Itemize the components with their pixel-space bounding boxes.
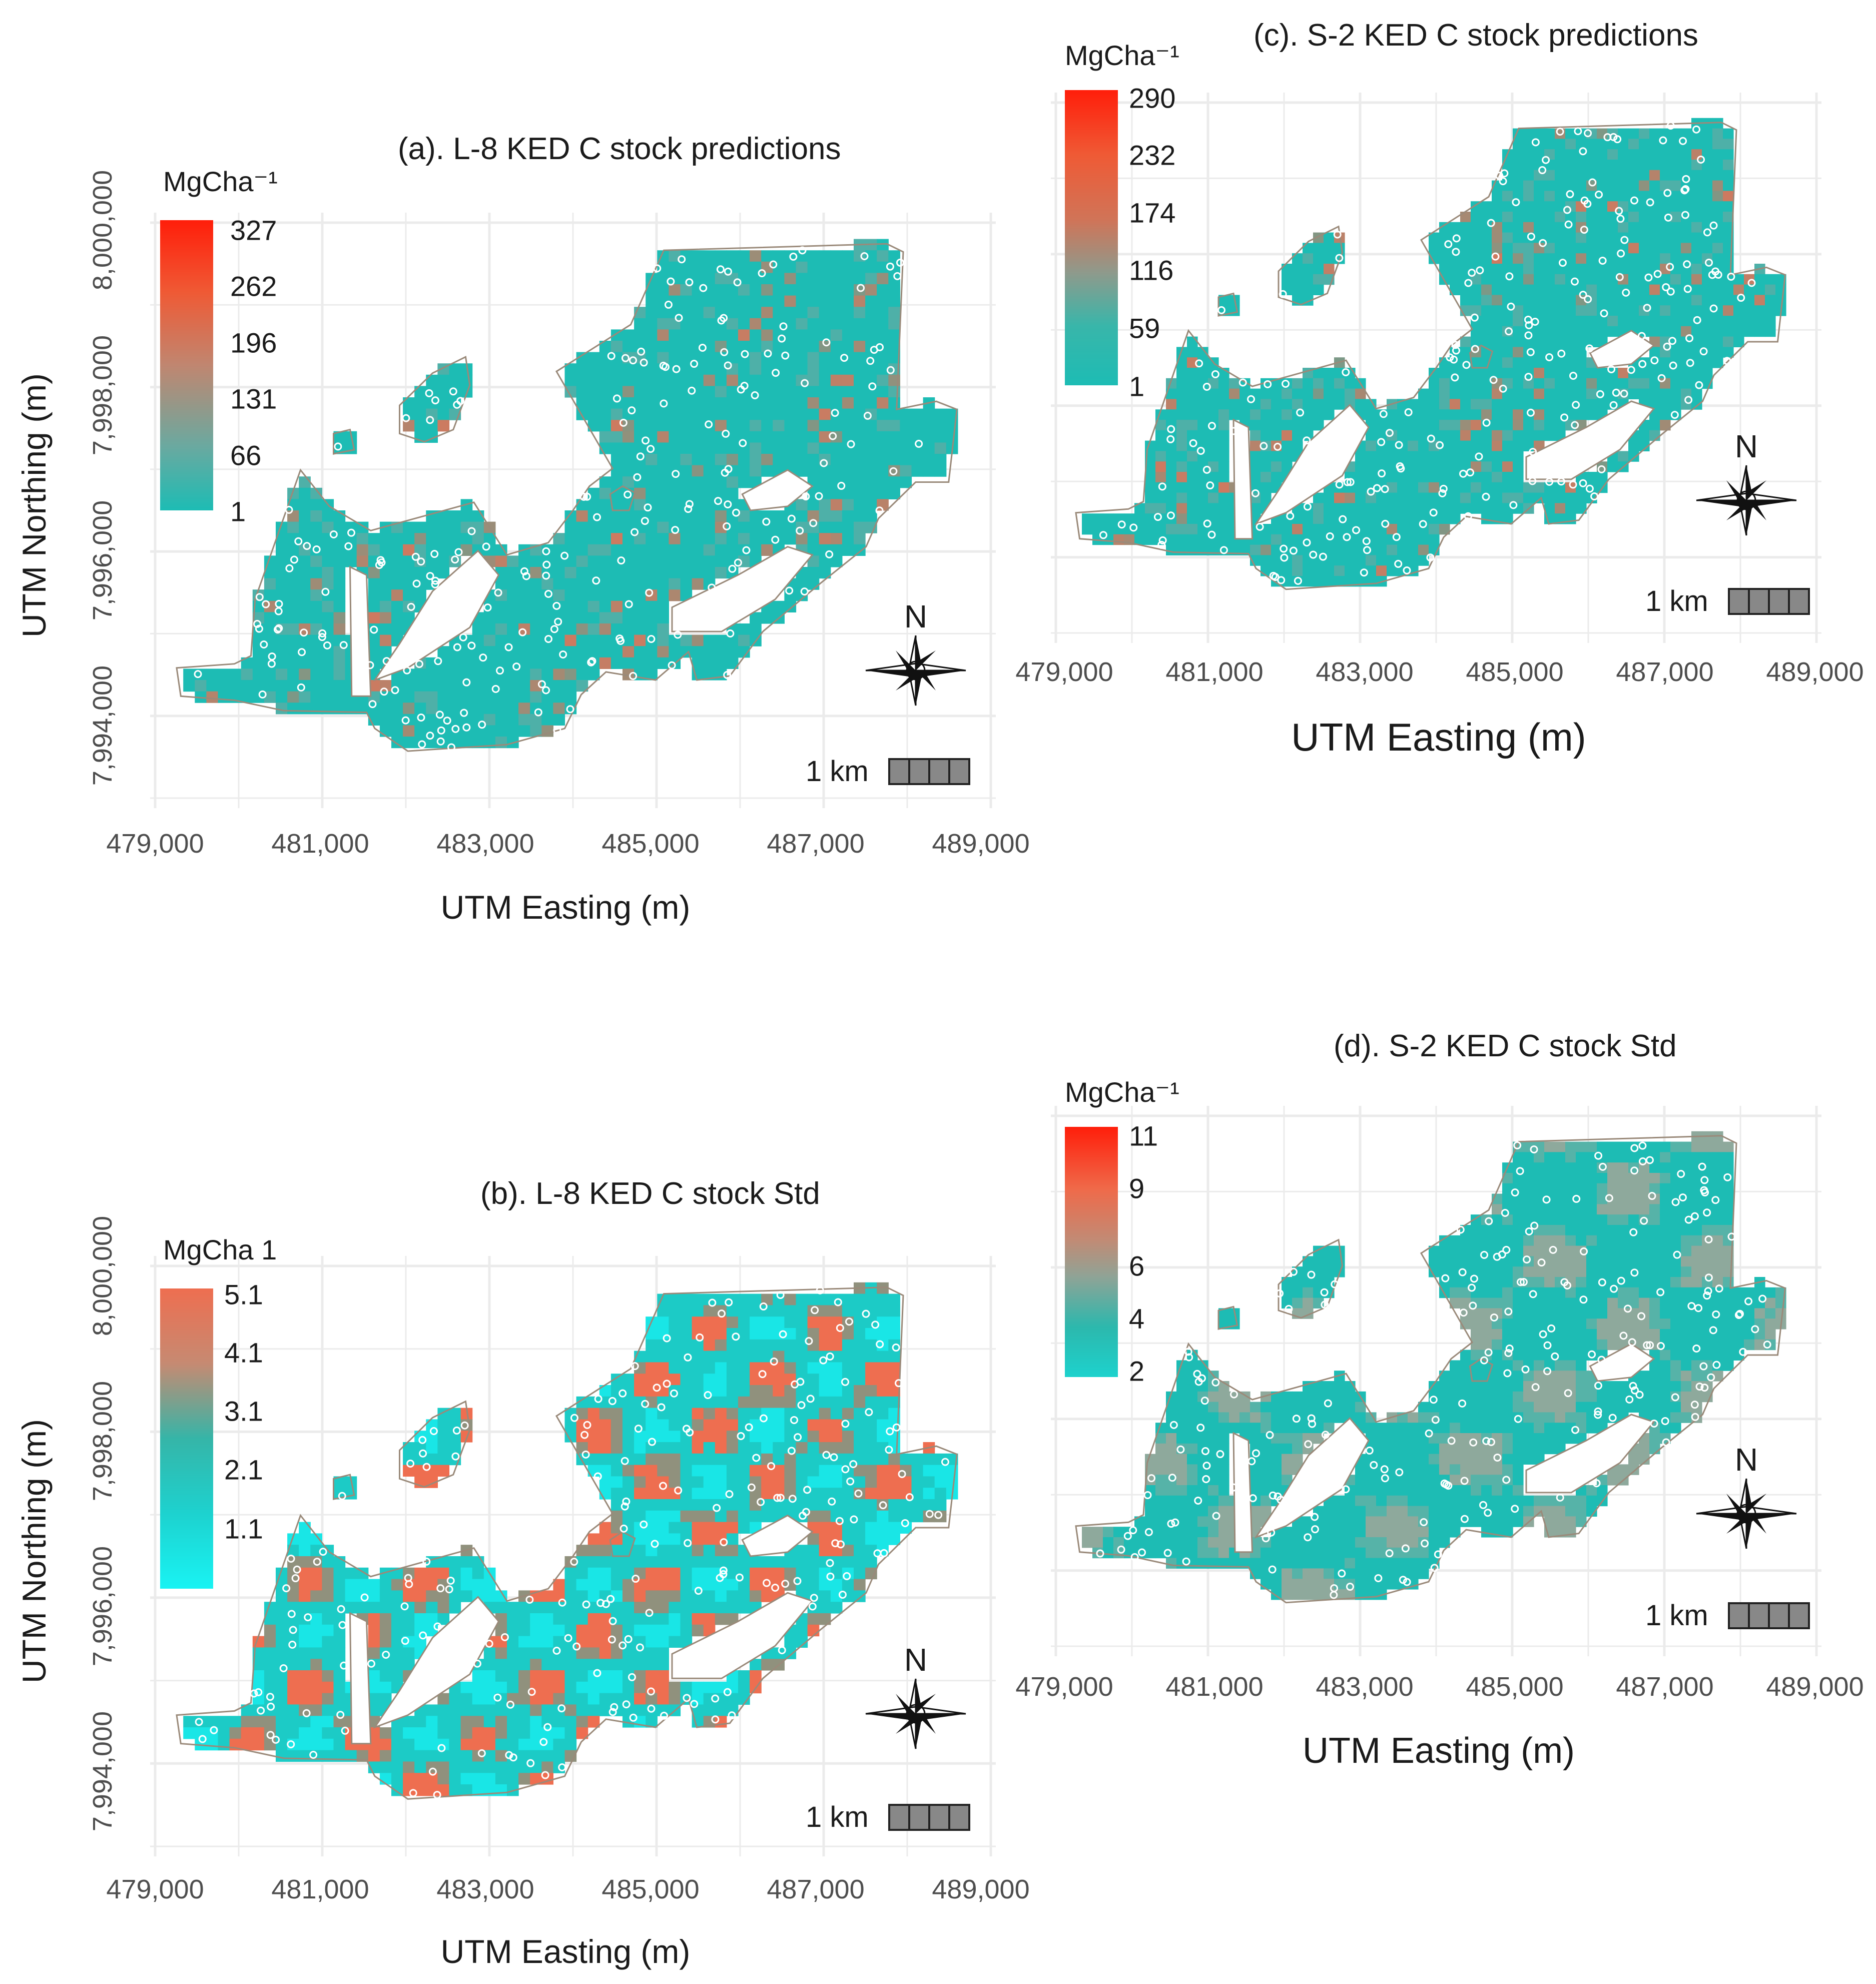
- raster: [183, 1282, 958, 1796]
- legend-label: 9: [1129, 1172, 1145, 1204]
- north-arrow-d: N: [1691, 1442, 1801, 1549]
- legend-title: MgCha⁻¹: [1065, 1076, 1179, 1108]
- x-tick: 487,000: [1616, 657, 1714, 687]
- x-tick: 489,000: [1766, 1672, 1864, 1702]
- x-tick: 483,000: [436, 829, 534, 859]
- north-arrow-b: N: [861, 1642, 971, 1749]
- x-tick: 487,000: [767, 829, 865, 859]
- north-arrow-a: N: [861, 598, 971, 706]
- sample-points: [195, 1286, 949, 1799]
- x-tick: 485,000: [601, 1874, 700, 1904]
- legend-title: MgCha⁻¹: [163, 166, 278, 197]
- legend-label: 196: [230, 327, 277, 359]
- north-label: N: [904, 598, 928, 634]
- legend-label: 3.1: [224, 1395, 263, 1427]
- legend-colorbar: [1065, 90, 1118, 385]
- y-tick: 7,994,000: [88, 665, 118, 786]
- legend-label: 290: [1129, 82, 1176, 114]
- x-axis-label-c: UTM Easting (m): [1291, 715, 1586, 759]
- sample-points: [1096, 1141, 1771, 1599]
- north-arrow-c: N: [1691, 428, 1801, 536]
- x-axis-label-a: UTM Easting (m): [440, 889, 691, 926]
- legend-label: 232: [1129, 139, 1176, 171]
- x-tick: 489,000: [932, 829, 1030, 859]
- x-tick: 485,000: [1466, 657, 1564, 687]
- legend-title: MgCha⁻¹: [1065, 40, 1179, 71]
- legend-label: 327: [230, 214, 277, 246]
- legend-label: 1: [230, 495, 246, 527]
- legend-label: 66: [230, 439, 262, 471]
- y-tick: 8,000,000: [88, 170, 118, 291]
- y-axis-label-a: UTM Northing (m): [16, 373, 53, 638]
- scale-label: 1 km: [1645, 585, 1708, 617]
- legend-label: 6: [1129, 1250, 1145, 1282]
- x-tick: 479,000: [1015, 657, 1113, 687]
- legend-label: 116: [1129, 254, 1174, 286]
- x-tick: 485,000: [601, 829, 700, 859]
- x-tick: 481,000: [271, 1874, 369, 1904]
- x-tick: 483,000: [436, 1874, 534, 1904]
- y-tick: 7,998,000: [88, 1381, 118, 1502]
- y-tick: 7,996,000: [88, 1546, 118, 1667]
- scale-bar: [888, 1804, 970, 1831]
- legend-label: 59: [1129, 312, 1160, 344]
- map-area-b: [150, 1256, 996, 1856]
- legend-label: 131: [230, 383, 277, 415]
- panel-c-title: (c). S-2 KED C stock predictions: [1254, 18, 1698, 53]
- y-tick: 7,998,000: [88, 335, 118, 456]
- legend-colorbar: [1065, 1127, 1118, 1377]
- north-label: N: [904, 1642, 928, 1678]
- legend-label: 1.1: [224, 1513, 263, 1545]
- scale-bar: [1728, 1602, 1810, 1629]
- sample-points: [194, 246, 923, 752]
- x-tick: 481,000: [1165, 1672, 1264, 1702]
- x-tick: 481,000: [271, 829, 369, 859]
- map-area-c: [1051, 93, 1821, 643]
- map-area-d: [1051, 1106, 1821, 1656]
- x-tick: 487,000: [1616, 1672, 1714, 1702]
- x-tick: 479,000: [106, 1874, 204, 1904]
- x-axis-label-d: UTM Easting (m): [1302, 1731, 1575, 1771]
- y-tick: 7,996,000: [88, 500, 118, 621]
- legend-label: 11: [1129, 1120, 1158, 1152]
- sample-points: [1099, 121, 1756, 585]
- scale-label: 1 km: [806, 1801, 869, 1833]
- panel-d-title: (d). S-2 KED C stock Std: [1334, 1029, 1677, 1063]
- scale-label: 1 km: [806, 755, 869, 788]
- x-tick: 483,000: [1316, 1672, 1414, 1702]
- x-tick: 489,000: [932, 1874, 1030, 1904]
- x-axis-label-b: UTM Easting (m): [440, 1933, 691, 1970]
- x-tick: 489,000: [1766, 657, 1864, 687]
- legend-label: 4: [1129, 1302, 1145, 1335]
- x-tick: 479,000: [106, 829, 204, 859]
- legend-label: 2.1: [224, 1454, 263, 1486]
- legend-title: MgCha 1: [163, 1234, 277, 1265]
- legend-label: 5.1: [224, 1278, 263, 1310]
- scale-bar: [1728, 588, 1810, 615]
- y-tick: 8,000,000: [88, 1215, 118, 1337]
- legend-colorbar: [160, 220, 213, 510]
- legend-label: 262: [230, 270, 277, 302]
- x-tick: 481,000: [1165, 657, 1264, 687]
- x-tick: 483,000: [1316, 657, 1414, 687]
- panel-b-title: (b). L-8 KED C stock Std: [480, 1176, 820, 1211]
- raster: [183, 239, 958, 749]
- legend-label: 174: [1129, 197, 1176, 229]
- scale-label: 1 km: [1645, 1599, 1708, 1632]
- y-tick: 7,994,000: [88, 1711, 118, 1832]
- north-label: N: [1734, 1442, 1758, 1478]
- x-tick: 479,000: [1015, 1672, 1113, 1702]
- map-area-a: [150, 213, 996, 808]
- legend-label: 1: [1129, 370, 1145, 402]
- panel-a-title: (a). L-8 KED C stock predictions: [398, 132, 841, 166]
- raster: [1082, 1131, 1786, 1600]
- x-tick: 487,000: [767, 1874, 865, 1904]
- scale-bar: [888, 758, 970, 785]
- legend-label: 2: [1129, 1355, 1145, 1387]
- x-tick: 485,000: [1466, 1672, 1564, 1702]
- north-label: N: [1734, 428, 1758, 464]
- legend-colorbar: [160, 1288, 213, 1589]
- y-axis-label-b: UTM Northing (m): [16, 1419, 53, 1684]
- legend-label: 4.1: [224, 1337, 263, 1369]
